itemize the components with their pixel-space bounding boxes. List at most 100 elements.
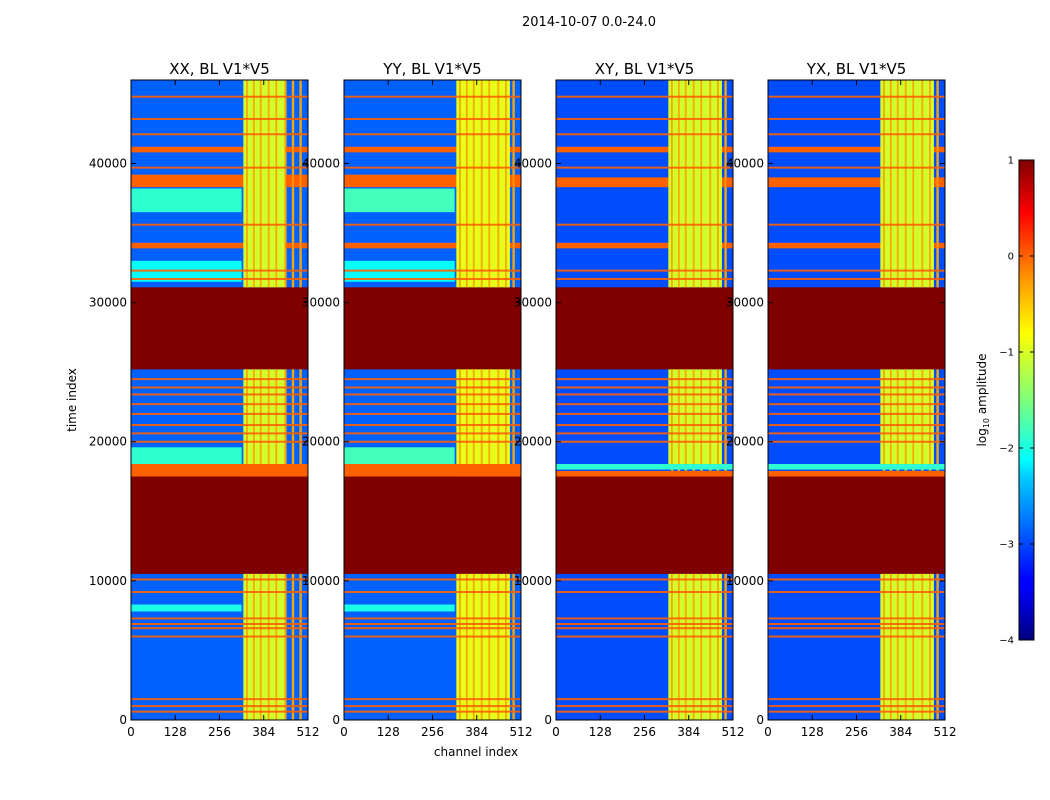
channel-stripe <box>921 80 924 288</box>
channel-stripe <box>246 80 248 288</box>
rfi-line <box>344 698 521 701</box>
heatmap-region <box>131 447 242 464</box>
y-tick-label: 40000 <box>302 156 340 170</box>
rfi-line <box>344 424 521 427</box>
rfi-line <box>556 378 733 381</box>
rfi-line <box>344 705 521 708</box>
x-tick-label: 256 <box>633 725 656 739</box>
y-tick-label: 0 <box>332 713 340 727</box>
rfi-line <box>556 432 733 435</box>
channel-stripe <box>684 369 687 464</box>
channel-stripe <box>928 573 931 720</box>
x-tick-label: 0 <box>340 725 348 739</box>
rfi-line <box>768 166 945 169</box>
channel-stripe <box>700 80 703 288</box>
heatmap-region <box>131 242 308 249</box>
channel-stripe <box>252 80 255 288</box>
channel-stripe <box>246 369 248 464</box>
channel-stripe <box>692 80 695 288</box>
channel-stripe <box>700 369 703 464</box>
heatmap-region <box>131 476 308 574</box>
rfi-line <box>131 269 308 272</box>
y-tick-label: 10000 <box>89 574 127 588</box>
rfi-line <box>556 617 733 620</box>
rfi-line <box>556 277 733 280</box>
rfi-line <box>344 386 521 389</box>
colorbar-ticks: 1 0 −1 −2 −3 −4 <box>999 156 1034 647</box>
rfi-line <box>556 412 733 415</box>
rfi-line <box>556 424 733 427</box>
colorbar-tick-label: −4 <box>999 636 1014 647</box>
rfi-line <box>556 710 733 713</box>
x-tick-label: 384 <box>465 725 488 739</box>
rfi-line <box>768 424 945 427</box>
rfi-line <box>768 269 945 272</box>
channel-stripe <box>252 369 255 464</box>
x-tick-label: 128 <box>377 725 400 739</box>
channel-stripe <box>692 573 695 720</box>
channel-stripe <box>259 369 262 464</box>
heatmap-region <box>243 369 285 464</box>
channel-stripe <box>291 80 294 288</box>
heatmap-region <box>768 464 945 470</box>
colorbar-tick-label: −2 <box>999 444 1014 455</box>
y-tick-label: 30000 <box>89 296 127 310</box>
x-tick-label: 0 <box>127 725 135 739</box>
channel-stripe <box>889 573 892 720</box>
rfi-line <box>768 117 945 120</box>
channel-stripe <box>267 80 270 288</box>
rfi-line <box>344 623 521 625</box>
rfi-line <box>344 403 521 406</box>
heatmap-region <box>456 573 510 720</box>
x-tick-label: 128 <box>589 725 612 739</box>
channel-stripe <box>284 369 287 464</box>
heatmap-region <box>344 464 521 477</box>
channel-stripe <box>677 573 680 720</box>
channel-stripe <box>246 573 248 720</box>
channel-stripe <box>883 573 885 720</box>
rfi-line <box>768 223 945 226</box>
rfi-line <box>556 393 733 396</box>
rfi-line <box>131 578 308 581</box>
rfi-line <box>556 386 733 389</box>
rfi-line <box>131 432 308 435</box>
rfi-line <box>556 95 733 98</box>
channel-stripe <box>472 573 475 720</box>
panels: XX, BL V1*V5 0 128 256 384 512 0 10000 20000 3000… <box>89 60 957 739</box>
x-tick-label: 0 <box>764 725 772 739</box>
rfi-line <box>131 635 308 638</box>
channel-stripe <box>512 369 515 464</box>
y-tick-label: 20000 <box>514 435 552 449</box>
channel-stripe <box>709 573 712 720</box>
channel-stripe <box>472 369 475 464</box>
rfi-line <box>131 223 308 226</box>
panel-3: YX, BL V1*V5 0 128 256 384 512 0 10000 20000 3000… <box>726 60 957 739</box>
rfi-line <box>344 710 521 713</box>
panel-title: YX, BL V1*V5 <box>806 60 907 78</box>
x-tick-label: 384 <box>252 725 275 739</box>
rfi-line <box>131 440 308 443</box>
heatmap-region <box>344 604 455 612</box>
channel-stripe <box>671 80 673 288</box>
heatmap-region <box>131 188 242 213</box>
y-tick-label: 20000 <box>89 435 127 449</box>
panel-2: XY, BL V1*V5 0 128 256 384 512 0 10000 20000 3000… <box>514 60 745 739</box>
heatmap-region <box>344 242 521 249</box>
rfi-line <box>768 393 945 396</box>
heatmap-region <box>768 242 945 249</box>
rfi-line <box>131 424 308 427</box>
heatmap-region <box>243 80 285 288</box>
rfi-line <box>131 117 308 120</box>
heatmap-region <box>768 146 945 153</box>
heatmap-region <box>344 146 521 153</box>
rfi-line <box>131 705 308 708</box>
heatmap-region <box>344 447 455 464</box>
y-tick-label: 0 <box>544 713 552 727</box>
heatmap-region <box>556 476 733 574</box>
channel-stripe <box>724 80 727 288</box>
x-tick-label: 128 <box>801 725 824 739</box>
rfi-line <box>768 710 945 713</box>
heatmap-region <box>556 287 733 370</box>
y-tick-label: 30000 <box>514 296 552 310</box>
channel-stripe <box>896 573 899 720</box>
